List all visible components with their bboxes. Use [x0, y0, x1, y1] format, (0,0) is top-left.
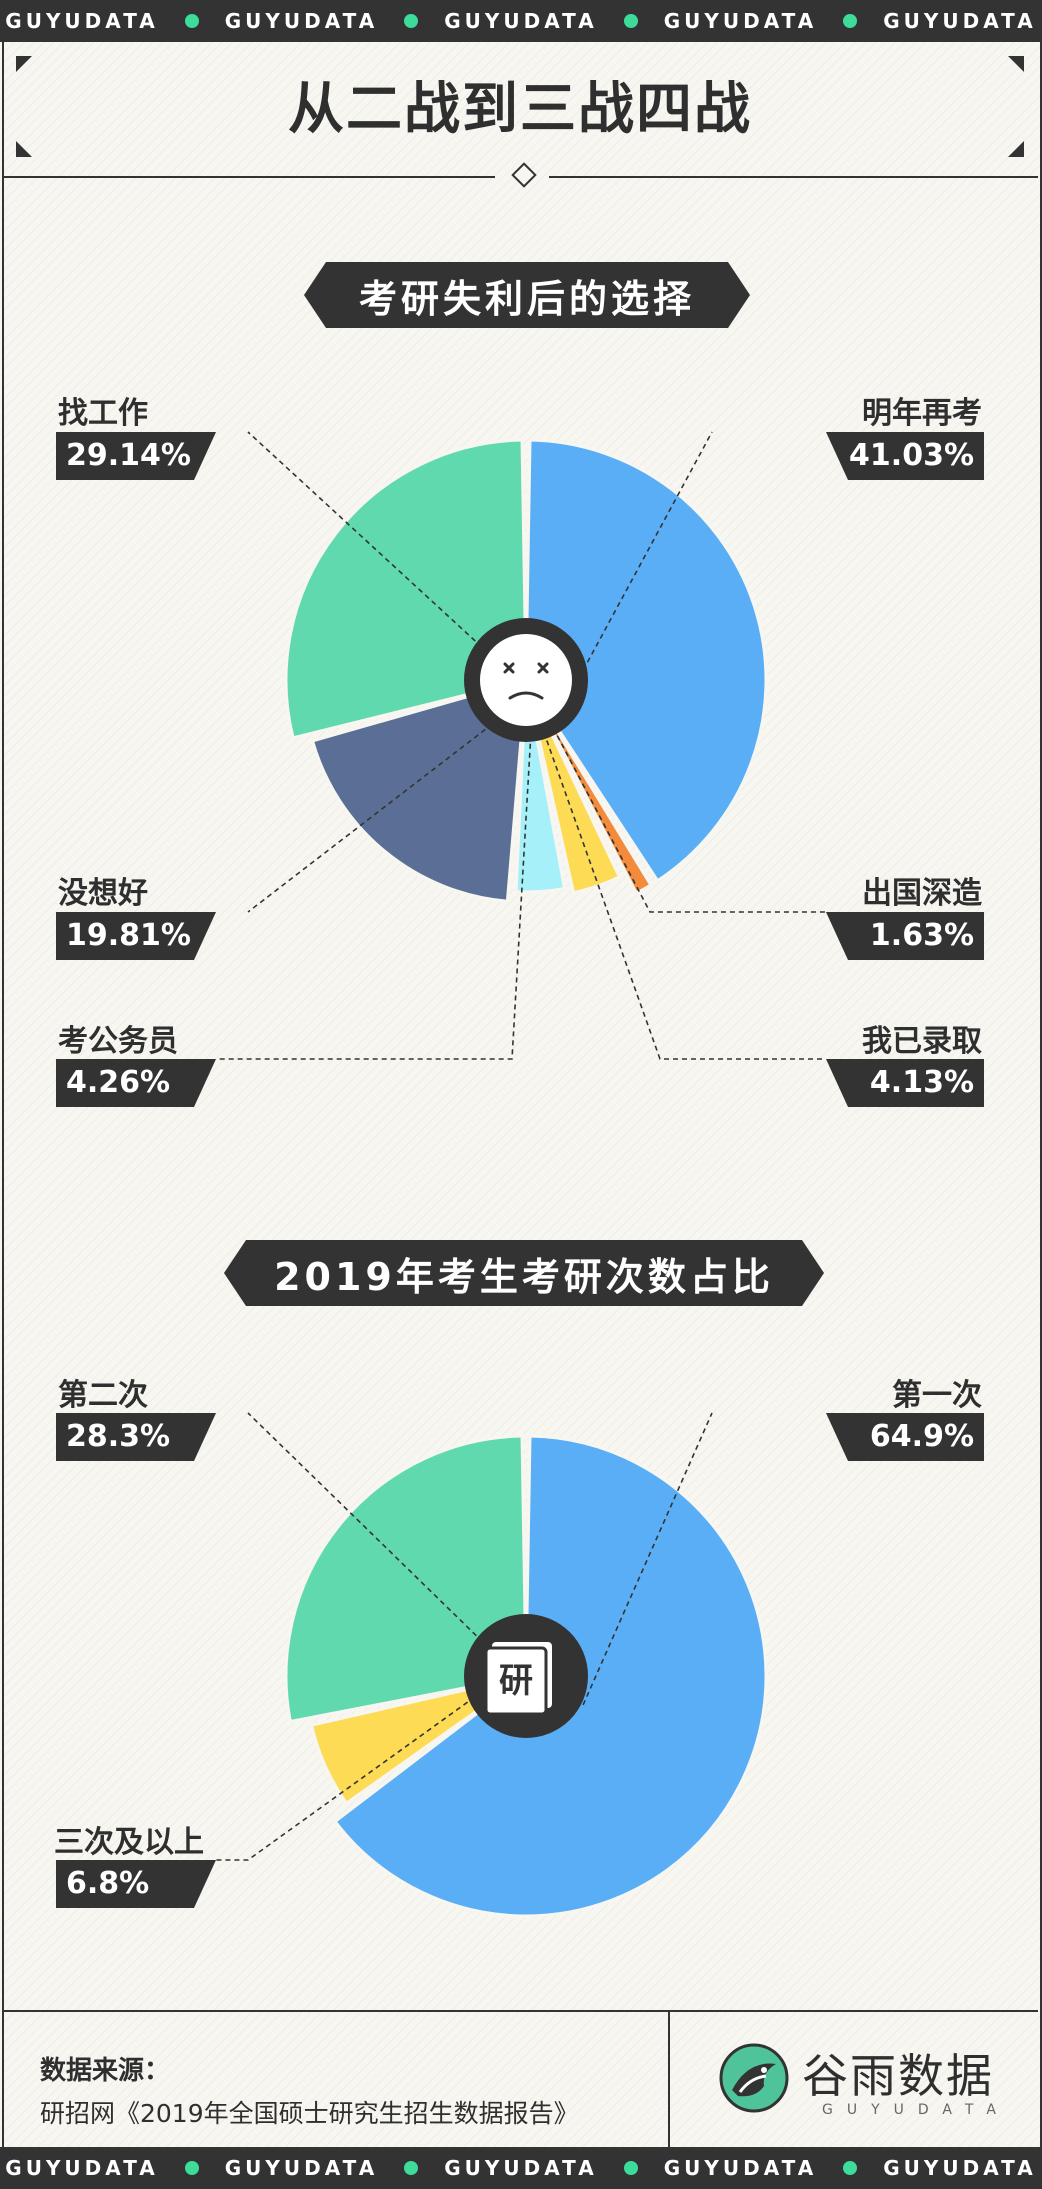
dot-icon: [404, 2161, 419, 2175]
value-undecided: 19.81%: [56, 912, 216, 960]
ribbon-word: GUYUDATA: [883, 9, 1037, 33]
section-tag-choices: 考研失利后的选择: [304, 262, 750, 328]
book-cover: [484, 1646, 548, 1716]
label-study-abroad: 出国深造: [862, 876, 982, 911]
corner-mark: [16, 141, 32, 157]
page-title: 从二战到三战四战: [288, 77, 752, 142]
choice-slice-5: [284, 438, 528, 740]
ribbon-word: GUYUDATA: [5, 9, 159, 33]
source-text: 研招网《2019年全国硕士研究生招生数据报告》: [40, 2099, 579, 2128]
top-ribbon: GUYUDATA GUYUDATA GUYUDATA GUYUDATA GUYU…: [0, 0, 1042, 42]
value-retake: 41.03%: [826, 432, 984, 480]
choice-slice-0: [524, 438, 768, 883]
value-second-time: 28.3%: [56, 1413, 216, 1461]
value-civil-service: 4.26%: [56, 1059, 216, 1107]
leader-retake: [586, 431, 713, 663]
leader-first-time: [582, 1412, 713, 1706]
header: 从二战到三战四战: [2, 42, 1038, 188]
ribbon-word: GUYUDATA: [883, 2156, 1037, 2180]
sad-face-eyes: [503, 662, 549, 674]
leader-second-time: [247, 1412, 477, 1637]
value-third-plus: 6.8%: [56, 1860, 216, 1908]
ribbon-word: GUYUDATA: [444, 2156, 598, 2180]
dot-icon: [623, 14, 638, 28]
bottom-ribbon: GUYUDATA GUYUDATA GUYUDATA GUYUDATA GUYU…: [0, 2147, 1042, 2189]
footer-divider: [668, 2012, 670, 2147]
label-undecided: 没想好: [58, 876, 148, 911]
section-tag-attempts: 2019年考生考研次数占比: [224, 1240, 824, 1306]
label-second-time: 第二次: [58, 1378, 148, 1413]
ribbon-word: GUYUDATA: [5, 2156, 159, 2180]
sad-face-icon: [480, 634, 572, 726]
footer: 数据来源： 研招网《2019年全国硕士研究生招生数据报告》 谷雨数据 GUYUD…: [2, 2010, 1038, 2147]
divider-line: [549, 176, 1038, 178]
attempt-slice-2: [284, 1434, 528, 1723]
dot-icon: [843, 14, 858, 28]
leader-undecided: [247, 728, 486, 913]
value-study-abroad: 1.63%: [826, 912, 984, 960]
ribbon-word: GUYUDATA: [224, 9, 379, 33]
leader-admitted: [546, 740, 826, 1060]
ribbon-word: GUYUDATA: [444, 9, 598, 33]
leader-civil-service: [216, 743, 532, 1060]
dot-icon: [623, 2161, 638, 2175]
leader-study-abroad: [556, 735, 826, 913]
dot-icon: [184, 2161, 199, 2175]
chart1-center: [464, 618, 588, 742]
corner-mark: [16, 56, 32, 72]
sad-face-mouth: [508, 691, 544, 700]
label-admitted: 我已录取: [862, 1024, 982, 1059]
chart2-center: 研: [464, 1614, 588, 1738]
label-retake: 明年再考: [862, 396, 982, 431]
ribbon-word: GUYUDATA: [224, 2156, 379, 2180]
choice-slice-4: [311, 678, 528, 903]
label-find-job: 找工作: [58, 396, 148, 431]
leader-find-job: [247, 431, 476, 642]
label-first-time: 第一次: [892, 1378, 982, 1413]
value-find-job: 29.14%: [56, 432, 216, 480]
corner-mark: [1008, 56, 1024, 72]
label-third-plus: 三次及以上: [54, 1825, 204, 1860]
dot-icon: [404, 14, 419, 28]
dot-icon: [184, 14, 199, 28]
ribbon-word: GUYUDATA: [663, 9, 818, 33]
source-title: 数据来源：: [40, 2056, 171, 2086]
leader-third-plus: [216, 1701, 469, 1861]
corner-mark: [1008, 141, 1024, 157]
dot-icon: [843, 2161, 858, 2175]
divider-line: [2, 176, 495, 178]
brand-sub: GUYUDATA: [822, 2102, 1010, 2118]
label-civil-service: 考公务员: [58, 1024, 178, 1059]
value-first-time: 64.9%: [826, 1413, 984, 1461]
bird-logo-icon: [719, 2043, 789, 2113]
attempt-slice-1: [310, 1674, 528, 1805]
value-admitted: 4.13%: [826, 1059, 984, 1107]
brand-name: 谷雨数据: [802, 2049, 994, 2103]
ribbon-word: GUYUDATA: [663, 2156, 818, 2180]
book-glyph: 研: [499, 1661, 533, 1701]
